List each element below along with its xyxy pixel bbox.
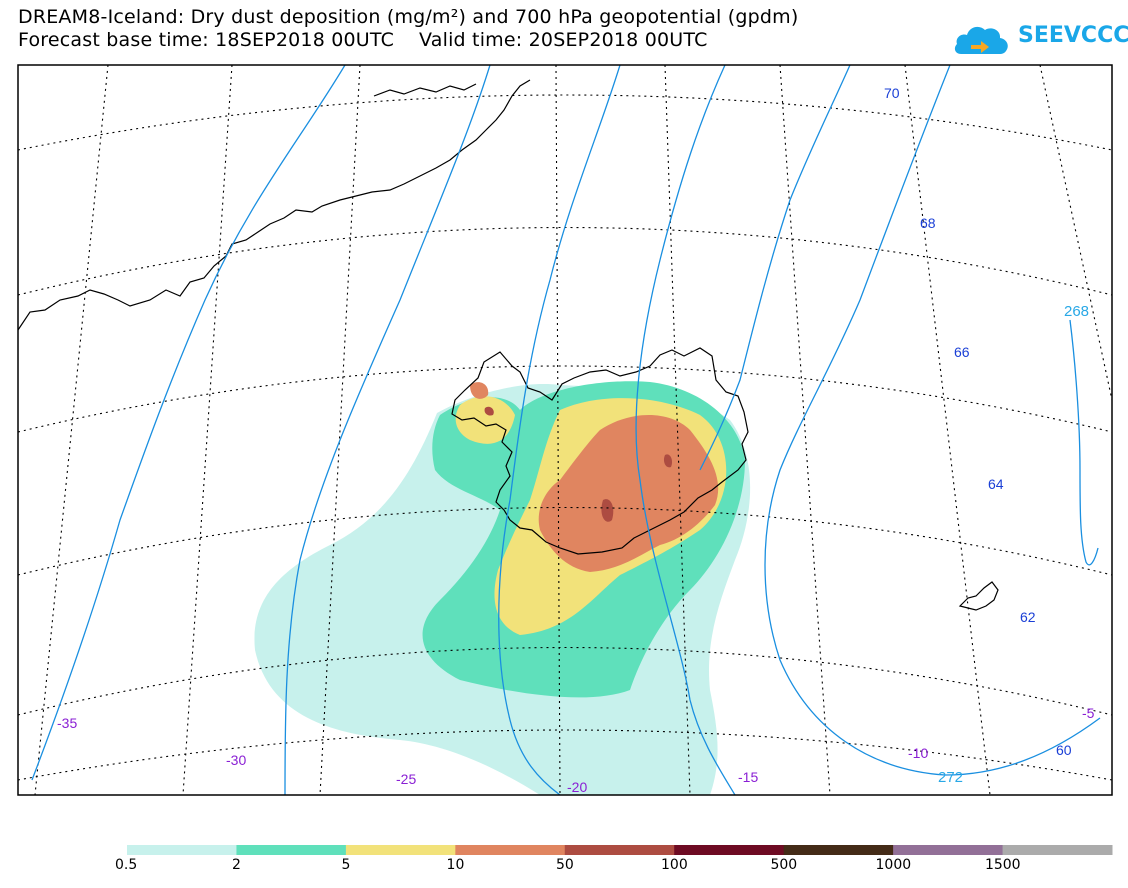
legend-swatch xyxy=(127,845,237,855)
legend-swatch xyxy=(455,845,566,855)
legend-level-label: 50 xyxy=(555,857,574,873)
legend-level-label: 0.5 xyxy=(115,857,138,873)
legend-level-label: 2 xyxy=(232,857,241,873)
cloud-icon xyxy=(954,26,1008,54)
iceland-coast xyxy=(451,347,749,555)
legend-swatch xyxy=(674,845,785,855)
geopotential-label: 62 xyxy=(1020,609,1036,625)
map-title: DREAM8-Iceland: Dry dust deposition (mg/… xyxy=(18,6,799,28)
legend-level-label: 1500 xyxy=(984,857,1021,873)
map-subtitle: Forecast base time: 18SEP2018 00UTC Vali… xyxy=(18,29,708,51)
geopotential-label: 68 xyxy=(920,215,936,231)
legend-level-label: 500 xyxy=(770,857,798,873)
longitude-label: -25 xyxy=(396,771,416,787)
legend-level-label: 100 xyxy=(661,857,688,873)
longitude-label: -35 xyxy=(57,715,77,731)
dust-level-10 xyxy=(470,382,719,572)
geopotential-label: 60 xyxy=(1056,742,1072,758)
dust-deposition-field xyxy=(254,381,751,795)
logo-text: SEEVCCC xyxy=(1018,23,1128,48)
legend-swatch xyxy=(1002,845,1113,855)
longitude-label: -30 xyxy=(226,752,246,768)
geopotential-label: 64 xyxy=(988,476,1004,492)
temperature-label: 272 xyxy=(938,769,963,786)
legend-level-label: 10 xyxy=(446,857,465,873)
geopotential-label: 70 xyxy=(884,85,900,101)
legend-swatch xyxy=(345,845,456,855)
legend-swatch xyxy=(783,845,894,855)
legend-swatch xyxy=(564,845,675,855)
map-frame xyxy=(17,64,1113,796)
seevccc-logo xyxy=(954,26,1008,54)
legend-swatch xyxy=(236,845,347,855)
coastlines xyxy=(18,79,999,611)
legend-level-label: 1000 xyxy=(875,857,912,873)
temperature-label: 268 xyxy=(1064,303,1089,320)
legend-swatch xyxy=(893,845,1004,855)
longitude-label: -20 xyxy=(567,779,587,795)
longitude-label: -15 xyxy=(738,769,758,785)
greenland-coast xyxy=(18,79,531,331)
longitude-label: -10 xyxy=(908,745,928,761)
legend-level-label: 5 xyxy=(341,857,351,873)
color-legend xyxy=(127,845,1113,855)
geopotential-isolines xyxy=(31,65,1101,795)
geopotential-label: 66 xyxy=(954,344,970,360)
longitude-label: -5 xyxy=(1082,705,1095,721)
